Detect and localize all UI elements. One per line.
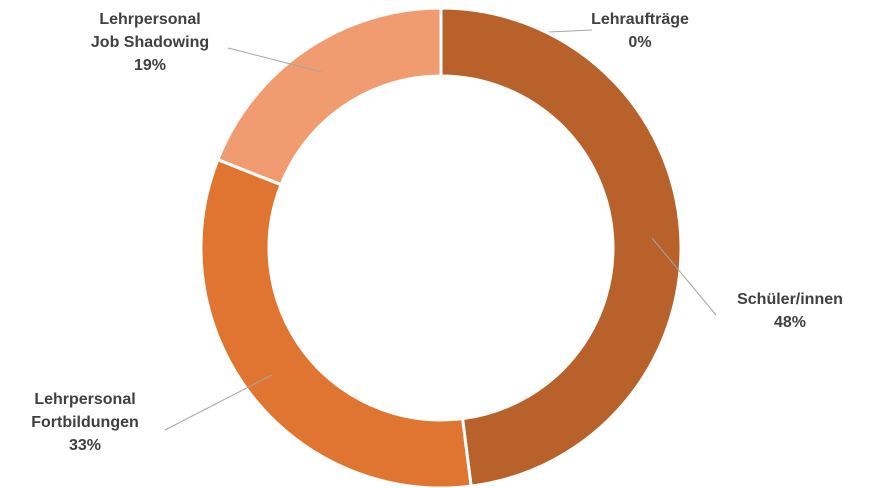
data-label: Lehraufträge 0% — [591, 8, 689, 54]
leader-line — [227, 47, 323, 73]
donut-slice — [439, 6, 683, 488]
value-label: 0% — [628, 34, 652, 51]
donut-slice — [215, 6, 443, 187]
leader-line — [651, 237, 717, 316]
value-label: 48% — [773, 314, 807, 331]
value-label: 33% — [68, 437, 102, 454]
data-label: Lehrpersonal Job Shadowing 19% — [91, 8, 209, 77]
leader-line — [164, 374, 273, 431]
category-label: Schüler/innen — [737, 291, 843, 308]
category-label: Lehrpersonal Job Shadowing — [90, 11, 210, 51]
donut-slice — [199, 157, 473, 488]
category-label: Lehrpersonal Fortbildungen — [31, 391, 139, 431]
value-label: 19% — [133, 57, 167, 74]
category-label: Lehraufträge — [591, 11, 689, 28]
data-label: Lehrpersonal Fortbildungen 33% — [31, 388, 139, 457]
data-label: Schüler/innen 48% — [737, 288, 843, 334]
